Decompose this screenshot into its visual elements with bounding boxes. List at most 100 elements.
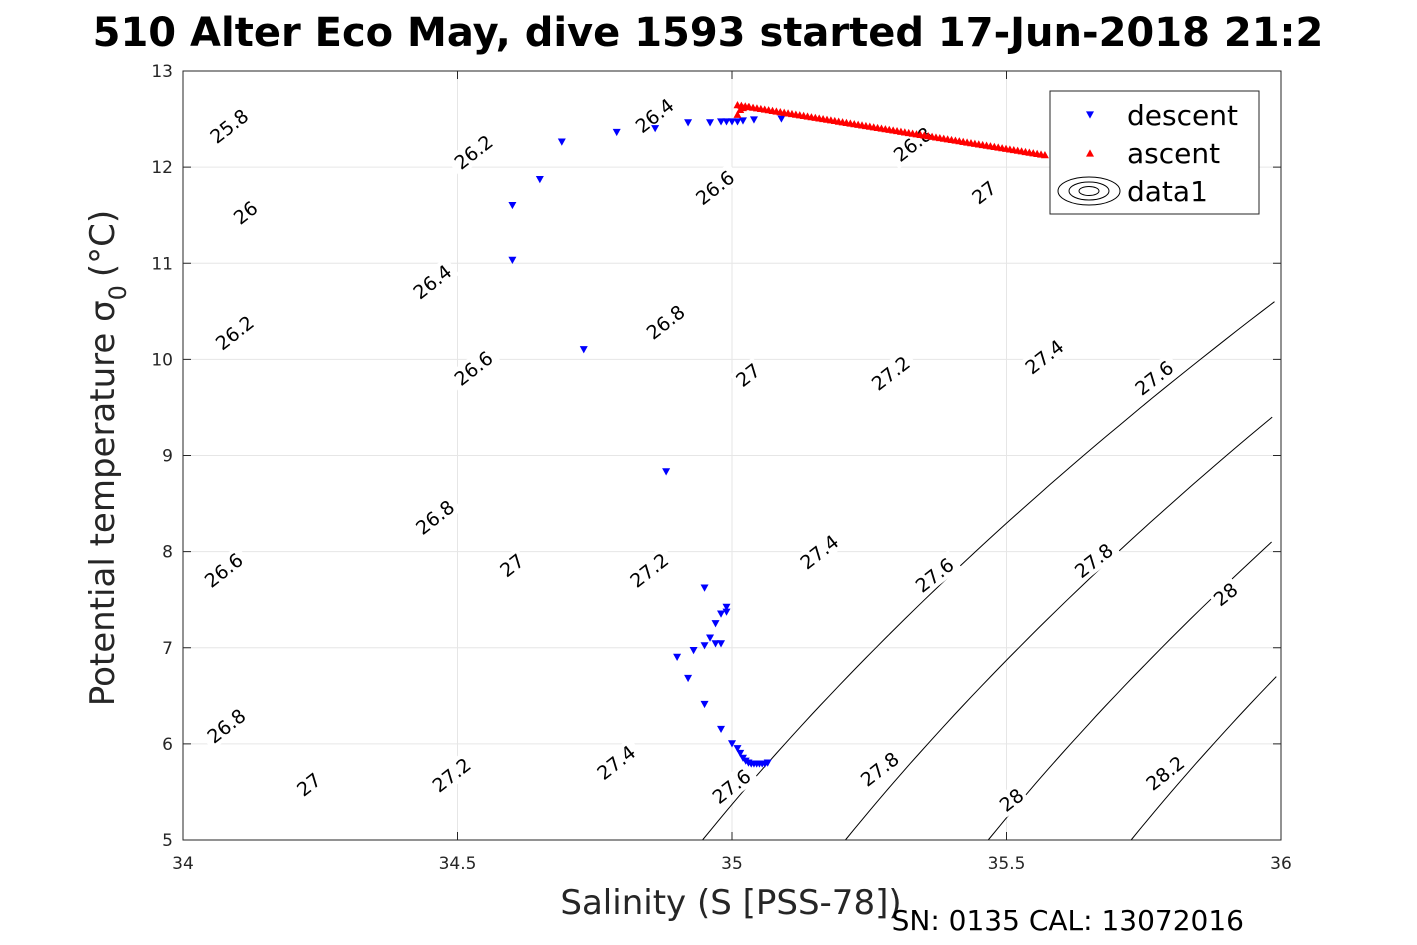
contour-label-bg [588, 737, 644, 787]
y-tick-label: 9 [162, 447, 173, 467]
contour-label-bg [729, 357, 767, 393]
x-tick-label: 34.5 [439, 854, 477, 874]
y-axis-label: Potential temperature σ0 (°C) [83, 210, 132, 706]
descent-point [777, 115, 786, 123]
contour-label-bg [1207, 576, 1244, 612]
legend-contour-icon [1057, 176, 1121, 206]
legend-ascent-marker [1086, 149, 1094, 157]
contour-label-bg [1017, 332, 1072, 382]
descent-point [763, 759, 772, 767]
contour-label-bg [446, 343, 501, 393]
chart-title: 510 Alter Eco May, dive 1593 started 17-… [93, 10, 1324, 56]
descent-point [579, 346, 588, 354]
descent-point [535, 176, 544, 184]
descent-point [706, 119, 715, 127]
contour-label-bg [621, 545, 677, 595]
descent-series [508, 115, 786, 768]
descent-point [733, 118, 742, 126]
contour-label-bg [791, 527, 847, 577]
contour-label-bg [424, 750, 479, 800]
x-tick-label: 36 [1270, 854, 1292, 874]
legend-box [1049, 90, 1260, 215]
contour-label-bg [965, 174, 1003, 210]
contour-label-bg [907, 550, 962, 600]
descent-point [689, 647, 698, 655]
contour-label-bg [638, 297, 693, 347]
descent-point [711, 620, 720, 628]
descent-point [749, 116, 758, 124]
contour-label-bg [885, 119, 940, 169]
descent-point [508, 256, 517, 264]
contour-line [1130, 676, 1277, 841]
descent-point [700, 584, 709, 592]
y-axis-ticks: 5 6 7 8 9 10 11 12 13 [151, 62, 1281, 851]
contour-label-bg [207, 307, 262, 358]
contour-label-bg [493, 547, 530, 583]
descent-point [728, 118, 736, 126]
descent-point [717, 725, 726, 734]
ascent-point [1040, 151, 1049, 159]
legend-data1-label: data1 [1127, 175, 1208, 208]
y-tick-label: 5 [162, 831, 173, 851]
descent-point [711, 640, 720, 648]
contour-label-bg [1137, 748, 1193, 798]
descent-point [736, 749, 745, 758]
ascent-point [733, 110, 742, 118]
descent-point [700, 700, 709, 709]
contour-label-bg [852, 744, 907, 794]
descent-point [673, 653, 682, 661]
contour-label-bg [227, 194, 264, 231]
x-axis-ticks: 34 34.5 35 35.5 36 [172, 71, 1292, 874]
descent-point [738, 117, 747, 125]
contour-label-bg [687, 162, 743, 213]
descent-point [722, 603, 731, 611]
contour-label-bg [404, 257, 460, 307]
contour-label-bg [1066, 535, 1121, 586]
legend-contour-ring [1057, 176, 1121, 206]
descent-point [684, 674, 693, 683]
contour-label-bg [446, 127, 501, 177]
ascent-marker-glyph [1086, 149, 1094, 157]
y-tick-label: 12 [151, 158, 173, 178]
y-tick-label: 8 [162, 543, 173, 563]
legend-descent-marker [1086, 111, 1094, 119]
legend-contour-ring [1068, 181, 1110, 201]
ascent-series [733, 101, 1049, 159]
descent-point [557, 138, 566, 146]
y-tick-label: 11 [151, 254, 173, 274]
contour-label-bg [199, 701, 254, 751]
legend-descent-label: descent [1127, 99, 1238, 132]
contour-label-bg [993, 782, 1030, 818]
descent-point [717, 640, 726, 648]
descent-point [733, 745, 742, 753]
contour-label-bg [201, 101, 257, 151]
contour-label-bg [290, 766, 327, 803]
x-tick-label: 35.5 [988, 854, 1026, 874]
contour-line [845, 416, 1273, 841]
contour-label-bg [196, 545, 251, 595]
y-axis-label-group: Potential temperature σ0 (°C) [83, 210, 132, 706]
descent-point [728, 740, 736, 748]
contour-label-bg [627, 90, 682, 141]
x-tick-label: 34 [172, 854, 194, 874]
descent-point [722, 608, 731, 616]
x-tick-label: 35 [721, 854, 743, 874]
contour-label-bg [704, 761, 759, 811]
y-tick-label: 10 [151, 350, 173, 370]
legend: descent ascent data1 [1049, 90, 1260, 215]
y-axis-label-unit: (°C) [83, 210, 123, 277]
contour-label-bg [863, 348, 918, 398]
legend-ascent-label: ascent [1127, 137, 1220, 170]
y-axis-label-subscript: 0 [104, 285, 132, 300]
descent-point [684, 119, 693, 127]
descent-point [662, 468, 671, 476]
y-tick-label: 6 [162, 735, 173, 755]
y-axis-label-main: Potential temperature σ [83, 300, 123, 706]
descent-point [508, 201, 517, 210]
descent-marker-glyph [1086, 111, 1094, 119]
contour-label-bg [407, 492, 463, 542]
y-tick-label: 13 [151, 62, 173, 82]
x-axis-label: Salinity (S [PSS-78]) [560, 883, 901, 923]
descent-point [722, 118, 731, 126]
